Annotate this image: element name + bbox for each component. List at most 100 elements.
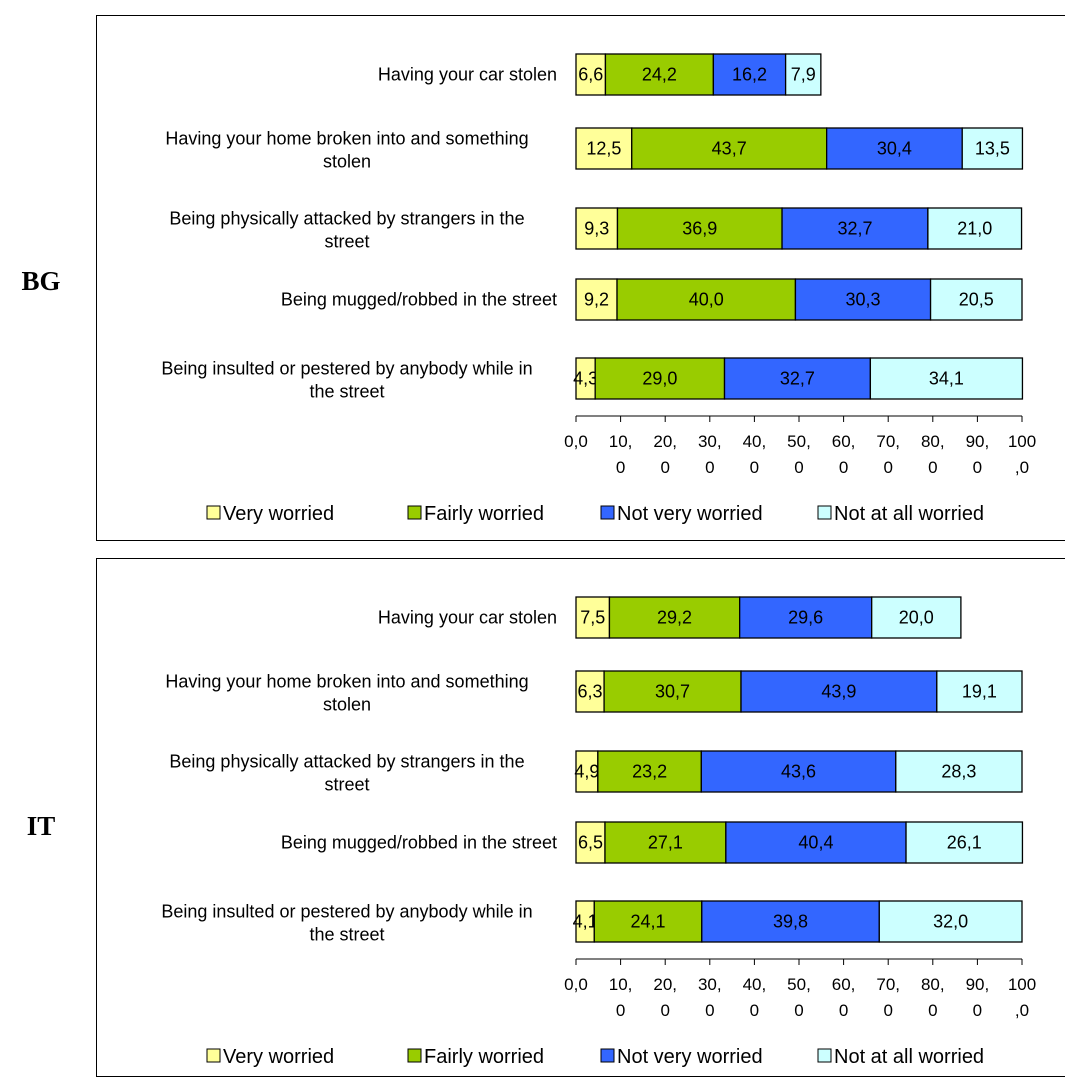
group-label-bg: BG [21,266,61,296]
x-tick-label-bg-1: 10, [609,432,633,451]
data-label-it-very-worried-2: 4,9 [574,762,599,782]
x-tick-label-it-9-line2: 0 [973,1001,982,1020]
data-label-it-very-worried-1: 6,3 [578,682,603,702]
data-label-it-fairly-worried-3: 27,1 [648,833,683,853]
x-tick-label-it-6-line2: 0 [839,1001,848,1020]
chart-bg: Having your car stolen Having your home b… [161,53,1036,525]
bar-bg-fairly-worried-1 [631,127,828,170]
x-tick-label-bg-3: 30, [698,432,722,451]
data-label-bg-very-worried-3: 9,2 [584,290,609,310]
x-tick-label-it-3: 30, [698,975,722,994]
x-tick-label-it-5: 50, [787,975,811,994]
legend-swatch-bg-very-worried [206,505,221,520]
category-label-bg-3: Being mugged/robbed in the street [281,290,557,310]
x-tick-label-bg-3-line2: 0 [705,458,714,477]
legend-label-it-not-very-worried: Not very worried [617,1046,763,1068]
x-tick-label-it-1: 10, [609,975,633,994]
data-label-it-very-worried-0: 7,5 [580,608,605,628]
data-label-bg-not-at-all-worried-0: 7,9 [791,65,816,85]
bar-it-not-at-all-worried-3 [905,821,1024,864]
legend-swatch-it-not-at-all-worried [817,1048,832,1063]
x-tick-label-bg-5-line2: 0 [794,458,803,477]
x-tick-label-it-1-line2: 0 [616,1001,625,1020]
bar-it-not-at-all-worried-2 [895,750,1023,793]
data-label-it-not-at-all-worried-2: 28,3 [941,762,976,782]
category-label-it-1: Having your home broken into and somethi… [165,672,528,715]
x-tick-label-it-4: 40, [743,975,767,994]
data-label-it-not-very-worried-2: 43,6 [781,762,816,782]
x-tick-label-it-2-line2: 0 [660,1001,669,1020]
data-label-it-not-very-worried-0: 29,6 [788,608,823,628]
x-tick-label-bg-10-line2: ,0 [1015,458,1029,477]
data-label-bg-fairly-worried-3: 40,0 [689,290,724,310]
x-tick-label-it-5-line2: 0 [794,1001,803,1020]
data-label-it-very-worried-4: 4,1 [573,912,598,932]
bar-bg-fairly-worried-0 [604,53,715,96]
data-label-bg-fairly-worried-0: 24,2 [642,65,677,85]
data-label-bg-not-very-worried-2: 32,7 [837,219,872,239]
category-label-bg-2: Being physically attacked by strangers i… [169,209,524,252]
x-tick-label-bg-6-line2: 0 [839,458,848,477]
data-label-it-fairly-worried-2: 23,2 [632,762,667,782]
x-tick-label-it-8: 80, [921,975,945,994]
x-tick-label-bg-9: 90, [966,432,990,451]
category-label-it-4: Being insulted or pestered by anybody wh… [161,902,532,945]
data-label-it-not-very-worried-1: 43,9 [821,682,856,702]
data-label-bg-not-at-all-worried-3: 20,5 [959,290,994,310]
bar-bg-very-worried-0 [575,53,607,96]
data-label-bg-very-worried-4: 4,3 [573,369,598,389]
bar-it-fairly-worried-4 [593,900,703,943]
data-label-it-not-at-all-worried-1: 19,1 [962,682,997,702]
x-tick-label-bg-8-line2: 0 [928,458,937,477]
data-label-it-not-at-all-worried-4: 32,0 [933,912,968,932]
bar-it-not-at-all-worried-0 [871,596,962,639]
x-tick-label-it-6: 60, [832,975,856,994]
data-label-bg-not-very-worried-4: 32,7 [780,369,815,389]
legend-label-bg-not-at-all-worried: Not at all worried [834,503,984,525]
x-tick-label-it-9: 90, [966,975,990,994]
data-label-bg-very-worried-0: 6,6 [578,65,603,85]
data-label-it-not-at-all-worried-0: 20,0 [899,608,934,628]
data-label-it-fairly-worried-4: 24,1 [631,912,666,932]
x-tick-label-bg-2-line2: 0 [660,458,669,477]
legend-swatch-bg-not-at-all-worried [817,505,832,520]
legend-label-it-fairly-worried: Fairly worried [424,1046,544,1068]
legend-label-bg-not-very-worried: Not very worried [617,503,763,525]
bar-bg-not-at-all-worried-1 [961,127,1024,170]
legend-swatch-bg-fairly-worried [407,505,422,520]
legend-label-it-very-worried: Very worried [223,1046,334,1068]
data-label-it-not-very-worried-4: 39,8 [773,912,808,932]
data-label-it-very-worried-3: 6,5 [578,833,603,853]
legend-label-bg-fairly-worried: Fairly worried [424,503,544,525]
data-label-bg-fairly-worried-1: 43,7 [712,139,747,159]
bar-bg-not-very-worried-4 [723,357,872,400]
bar-it-fairly-worried-3 [604,821,727,864]
bar-bg-very-worried-1 [575,127,633,170]
data-label-it-not-very-worried-3: 40,4 [798,833,833,853]
x-tick-label-bg-1-line2: 0 [616,458,625,477]
bar-it-not-very-worried-2 [700,750,897,793]
bar-bg-fairly-worried-3 [616,278,797,321]
chart-it: Having your car stolen Having your home b… [161,596,1036,1068]
x-tick-label-bg-8: 80, [921,432,945,451]
data-label-it-fairly-worried-0: 29,2 [657,608,692,628]
x-tick-label-bg-10: 100 [1008,432,1036,451]
category-label-bg-1: Having your home broken into and somethi… [165,129,528,172]
bar-it-not-at-all-worried-1 [936,670,1023,713]
bar-bg-very-worried-3 [575,278,618,321]
x-tick-label-bg-9-line2: 0 [973,458,982,477]
group-label-it: IT [26,811,56,841]
x-tick-label-bg-5: 50, [787,432,811,451]
x-tick-label-it-8-line2: 0 [928,1001,937,1020]
chart-panel-bg: Having your car stolen Having your home b… [96,15,1065,541]
bar-it-not-very-worried-3 [725,821,907,864]
x-tick-label-bg-4: 40, [743,432,767,451]
bar-bg-fairly-worried-4 [594,357,726,400]
legend-swatch-it-fairly-worried [407,1048,422,1063]
category-label-it-0: Having your car stolen [378,608,557,628]
legend-label-it-not-at-all-worried: Not at all worried [834,1046,984,1068]
legend-swatch-it-not-very-worried [600,1048,615,1063]
bar-bg-very-worried-2 [575,207,619,250]
bar-it-not-at-all-worried-4 [878,900,1023,943]
bar-bg-not-very-worried-1 [826,127,963,170]
